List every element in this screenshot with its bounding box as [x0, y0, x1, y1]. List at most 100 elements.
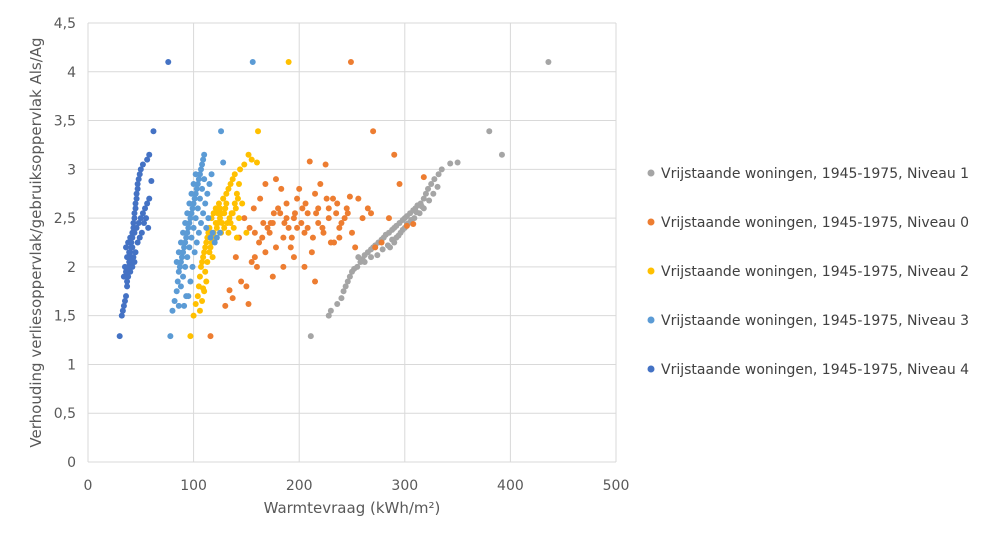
- data-point: [126, 249, 133, 256]
- data-point: [182, 263, 189, 270]
- data-point: [127, 268, 134, 275]
- data-point: [134, 185, 141, 192]
- data-point: [202, 268, 209, 275]
- series-1: [307, 59, 552, 340]
- data-point: [285, 224, 292, 231]
- data-point: [243, 283, 250, 290]
- data-point: [410, 220, 417, 227]
- data-point: [196, 171, 203, 178]
- data-point: [146, 151, 153, 158]
- data-point: [420, 174, 427, 181]
- data-point: [361, 259, 368, 266]
- data-point: [364, 205, 371, 212]
- y-tick-label: 2: [67, 260, 76, 276]
- data-point: [234, 195, 241, 202]
- data-point: [344, 210, 351, 217]
- y-tick-label: 0,5: [54, 406, 76, 422]
- data-point: [201, 176, 208, 183]
- data-point: [213, 224, 220, 231]
- data-point: [212, 205, 219, 212]
- data-point: [262, 249, 269, 256]
- data-point: [193, 239, 200, 246]
- data-point: [197, 263, 204, 270]
- data-point: [309, 234, 316, 241]
- data-point: [184, 210, 191, 217]
- data-point: [253, 263, 260, 270]
- data-point: [301, 229, 308, 236]
- data-point: [243, 229, 250, 236]
- data-point: [312, 190, 319, 197]
- data-point: [167, 333, 174, 340]
- data-point: [434, 183, 441, 190]
- data-point: [186, 219, 193, 226]
- legend-marker: [647, 267, 655, 275]
- data-point: [123, 268, 130, 275]
- data-point: [203, 278, 210, 285]
- data-point: [176, 263, 183, 270]
- data-point: [142, 205, 149, 212]
- data-point: [422, 190, 429, 197]
- data-point: [395, 232, 402, 239]
- data-point: [203, 239, 210, 246]
- data-point: [132, 249, 139, 256]
- data-point: [342, 283, 349, 290]
- data-point: [130, 219, 137, 226]
- data-point: [346, 273, 353, 280]
- data-point: [123, 244, 130, 251]
- data-point: [229, 295, 236, 302]
- data-point: [245, 300, 252, 307]
- data-point: [201, 151, 208, 158]
- data-point: [428, 180, 435, 187]
- data-point: [372, 244, 379, 251]
- data-point: [221, 210, 228, 217]
- data-point: [121, 298, 128, 305]
- data-point: [212, 219, 219, 226]
- y-tick-label: 1,5: [54, 309, 76, 325]
- data-point: [368, 210, 375, 217]
- data-point: [217, 205, 223, 212]
- data-point: [231, 171, 238, 178]
- x-axis-ticks: 0 100 200 300 400 500: [84, 478, 630, 494]
- x-tick-label: 100: [180, 478, 207, 494]
- data-point: [144, 156, 151, 163]
- data-point: [207, 244, 214, 251]
- x-tick-label: 400: [497, 478, 524, 494]
- data-point: [270, 210, 277, 217]
- data-point: [418, 203, 425, 210]
- data-point: [207, 333, 214, 340]
- data-point: [182, 239, 189, 246]
- y-tick-label: 2,5: [54, 211, 76, 227]
- data-point: [217, 229, 223, 236]
- data-point: [120, 273, 127, 280]
- data-point: [214, 210, 221, 217]
- legend-label: Vrijstaande woningen, 1945-1975, Niveau …: [661, 215, 969, 231]
- data-point: [220, 195, 227, 202]
- data-point: [177, 259, 184, 266]
- data-point: [272, 244, 279, 251]
- data-point: [374, 252, 381, 259]
- data-point: [194, 293, 201, 300]
- data-point: [194, 180, 201, 187]
- data-point: [202, 244, 209, 251]
- data-point: [205, 229, 212, 236]
- data-point: [217, 215, 223, 222]
- data-point: [195, 176, 202, 183]
- data-point: [431, 176, 438, 183]
- data-point: [236, 215, 243, 222]
- data-point: [262, 180, 269, 187]
- data-point: [227, 219, 234, 226]
- data-point: [196, 307, 203, 314]
- data-point: [123, 293, 130, 300]
- data-point: [127, 234, 134, 241]
- grid-lines: [87, 22, 617, 463]
- data-point: [325, 312, 332, 319]
- data-point: [193, 185, 200, 192]
- data-point: [248, 156, 255, 163]
- data-point: [425, 185, 432, 192]
- data-point: [135, 176, 142, 183]
- y-tick-label: 3,5: [54, 114, 76, 130]
- data-point: [173, 259, 180, 266]
- data-point: [331, 239, 338, 246]
- data-point: [233, 234, 240, 241]
- data-point: [245, 151, 252, 158]
